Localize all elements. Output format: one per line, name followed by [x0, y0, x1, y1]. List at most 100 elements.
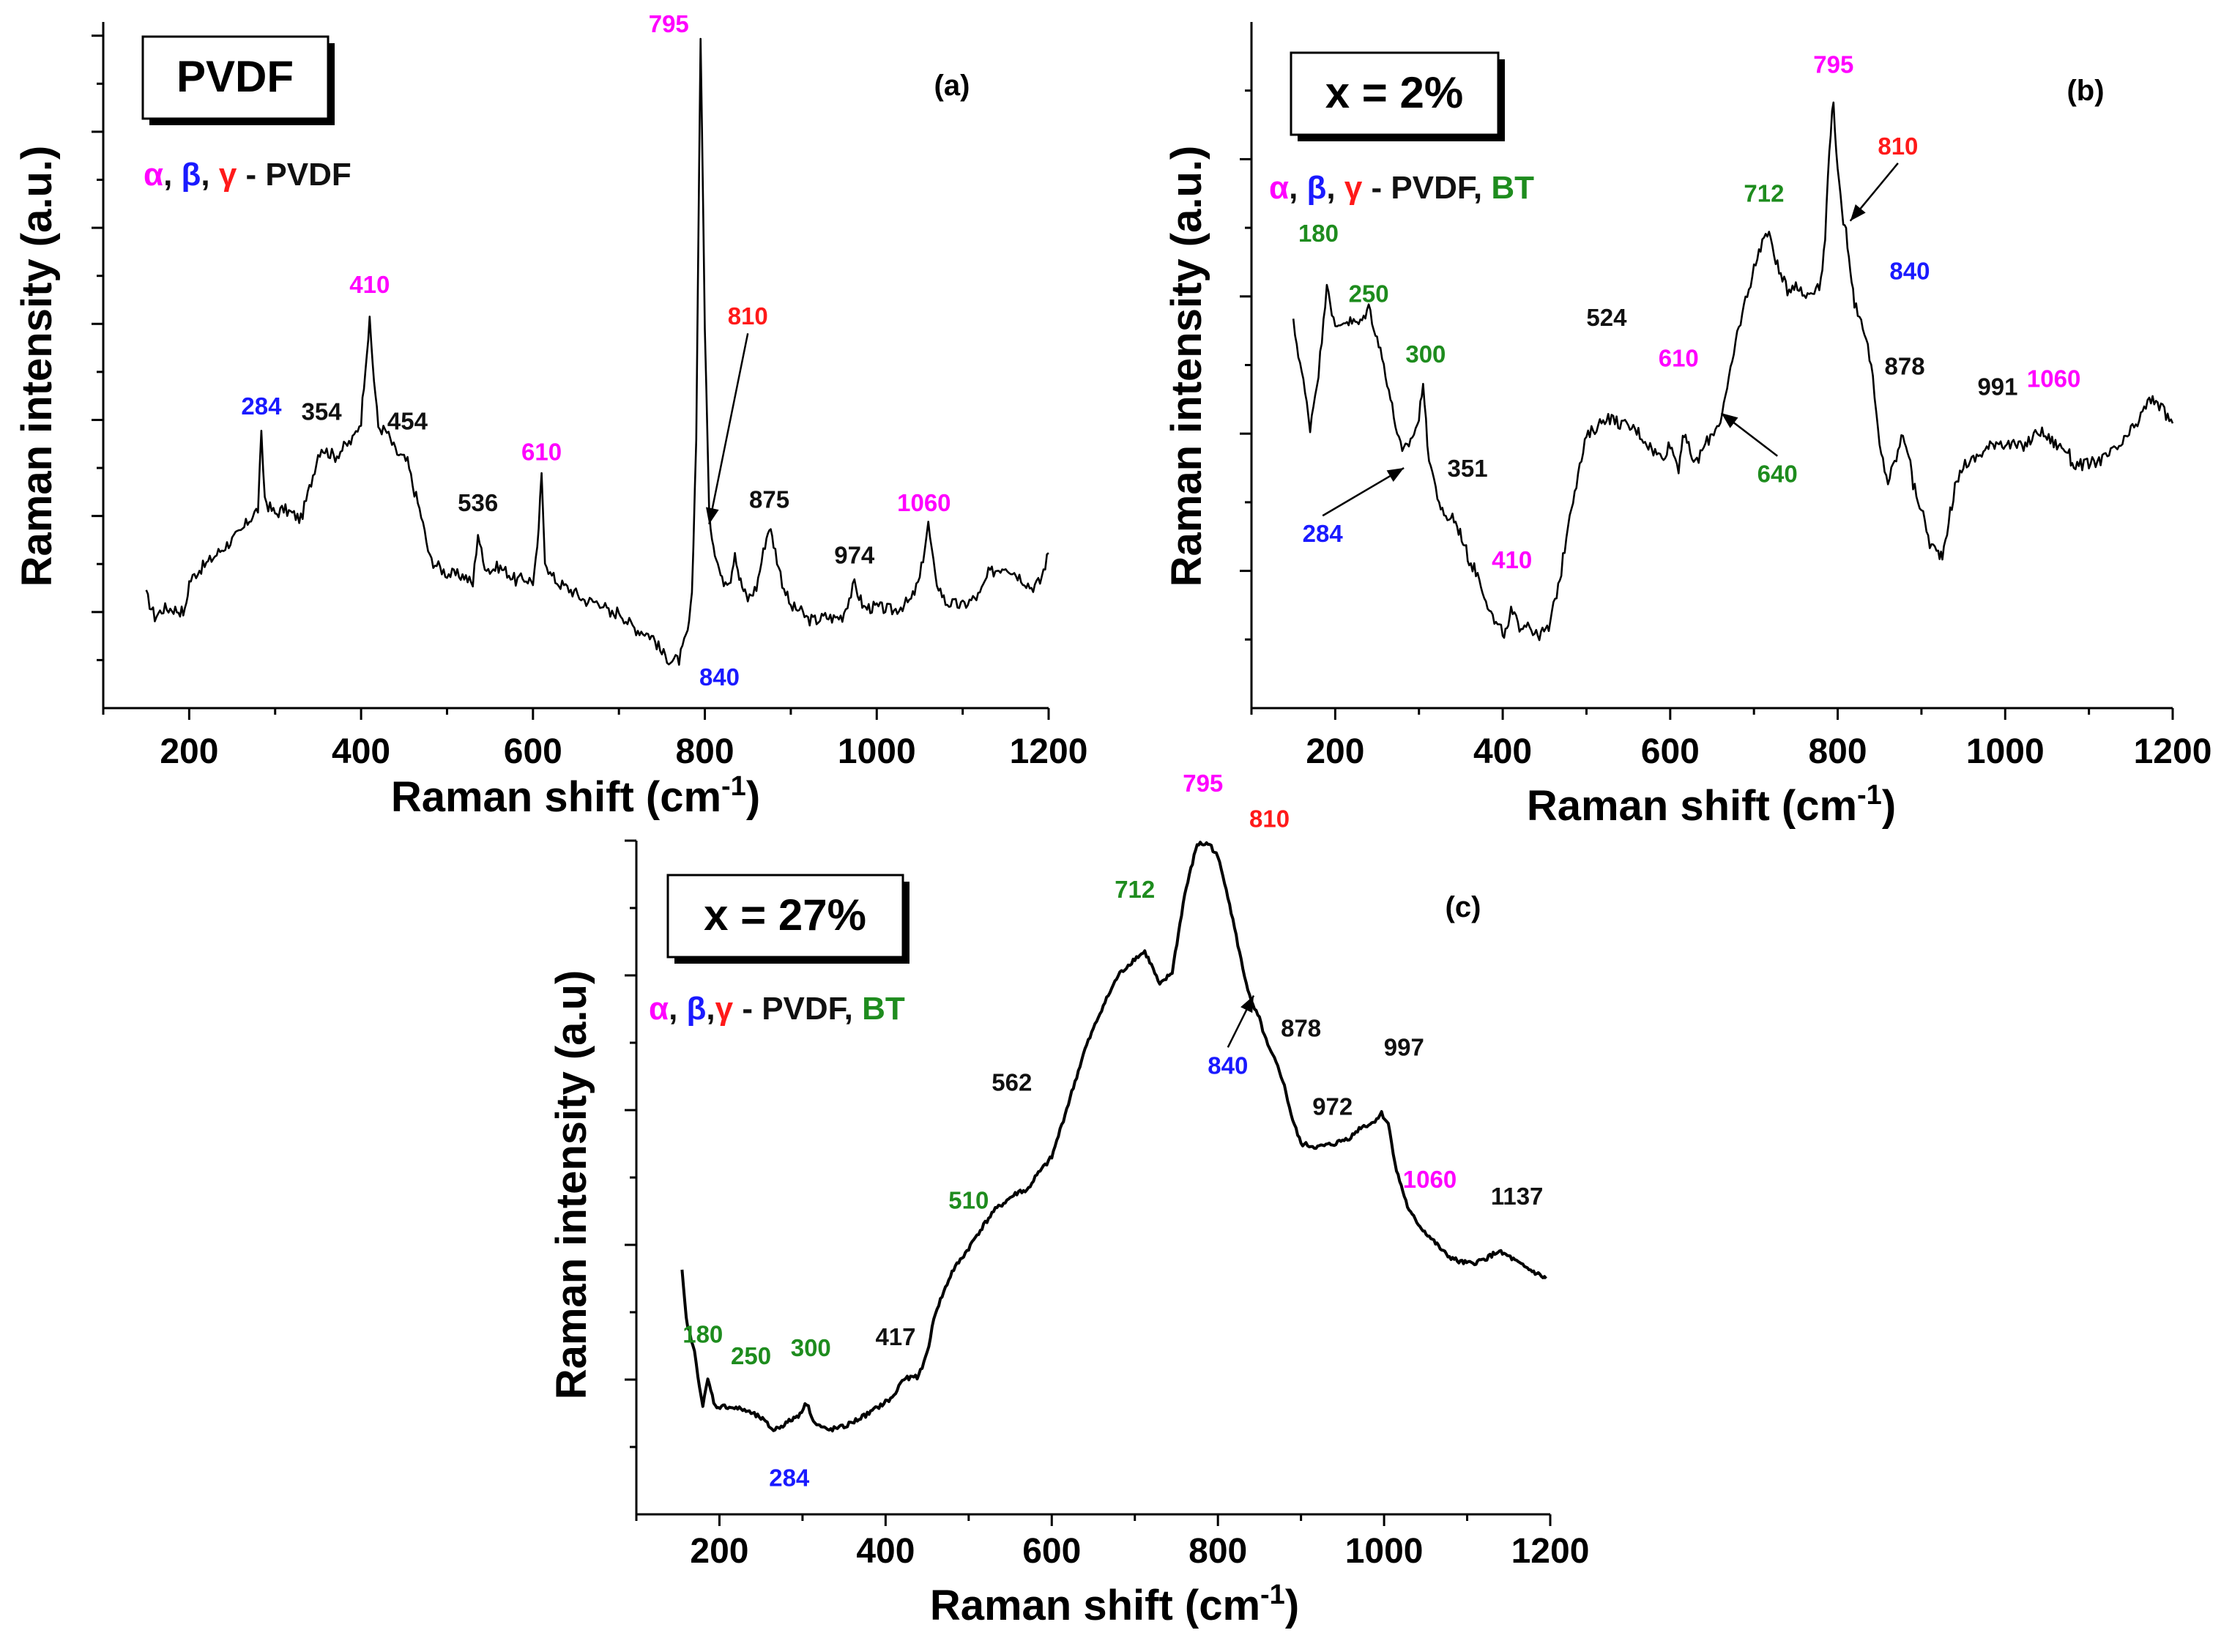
peak-label: 610	[521, 439, 562, 466]
peak-label: 417	[875, 1323, 915, 1350]
x-tick-label: 200	[690, 1532, 748, 1571]
x-axis-title: Raman shift (cm-1)	[930, 1580, 1299, 1629]
peak-label: 878	[1885, 353, 1925, 380]
x-tick-label: 600	[1022, 1532, 1081, 1571]
phase-legend-part: γ	[1344, 170, 1363, 206]
phase-legend-part: - PVDF,	[1362, 170, 1491, 206]
phase-legend-part: ,	[201, 157, 218, 193]
phase-legend-part: ,	[1289, 170, 1306, 206]
phase-legend-part: α	[1269, 170, 1289, 206]
x-tick-label: 400	[332, 732, 390, 771]
phase-legend-part: β	[1307, 170, 1327, 206]
peak-label: 354	[302, 398, 343, 425]
panel-tag: (b)	[2067, 75, 2104, 107]
x-tick-label: 200	[1306, 732, 1364, 771]
x-tick-label: 1000	[1966, 732, 2045, 771]
x-axis-title-sup: -1	[721, 771, 746, 802]
peak-label: 536	[458, 489, 498, 516]
peak-label: 712	[1115, 876, 1155, 903]
x-tick-label: 1000	[838, 732, 916, 771]
x-tick-label: 800	[675, 732, 734, 771]
peak-label: 810	[1249, 805, 1290, 833]
x-tick-label: 200	[160, 732, 218, 771]
x-axis-title-end: )	[746, 773, 760, 821]
peak-label: 284	[769, 1464, 810, 1491]
peak-label: 562	[992, 1068, 1032, 1095]
annotation-arrowhead	[1721, 413, 1738, 428]
x-tick-label: 800	[1188, 1532, 1247, 1571]
sample-box	[666, 874, 904, 959]
peak-label: 810	[728, 302, 768, 330]
peak-label: 997	[1384, 1033, 1424, 1060]
peak-label: 974	[834, 541, 875, 568]
panel-tag: (c)	[1446, 891, 1481, 923]
peak-label: 972	[1312, 1093, 1353, 1120]
x-tick-label: 400	[856, 1532, 915, 1571]
annotation-arrow	[708, 332, 749, 525]
phase-legend-part: BT	[862, 991, 905, 1027]
peak-label: 810	[1878, 133, 1918, 160]
peak-label: 640	[1757, 461, 1798, 488]
peak-label: 351	[1448, 455, 1488, 482]
peak-label: 1060	[897, 489, 951, 516]
panel-tag: (a)	[934, 70, 970, 102]
x-tick-label: 1200	[1010, 732, 1088, 771]
peak-label: 991	[1977, 373, 2017, 401]
phase-legend: α, β, γ - PVDF	[144, 157, 351, 193]
phase-legend-part: β	[687, 991, 707, 1027]
peak-label: 840	[1889, 257, 1930, 284]
peak-label: 875	[749, 485, 789, 513]
sample-box	[141, 35, 330, 120]
peak-label: 284	[241, 392, 282, 420]
phase-legend: α, β,γ - PVDF, BT	[649, 991, 905, 1027]
x-tick-label: 1200	[1511, 1532, 1590, 1571]
x-tick-label: 600	[504, 732, 562, 771]
y-axis-title: Raman intensity (a.u)	[548, 970, 595, 1400]
peak-label: 250	[1349, 280, 1389, 307]
phase-legend-part: - PVDF,	[733, 991, 862, 1027]
x-axis-title: Raman shift (cm-1)	[391, 771, 760, 821]
annotation-arrowhead	[1850, 204, 1866, 221]
phase-legend-part: γ	[715, 991, 734, 1027]
peak-label: 300	[1405, 341, 1446, 368]
x-axis-title-main: Raman shift (cm	[1527, 782, 1857, 830]
peak-label: 524	[1586, 304, 1627, 331]
x-axis-title-end: )	[1882, 782, 1896, 830]
peak-label: 454	[387, 408, 428, 435]
peak-label: 610	[1659, 344, 1699, 371]
x-axis-title-main: Raman shift (cm	[391, 773, 721, 821]
spectrum-line	[680, 841, 1547, 1433]
x-axis-title-end: )	[1285, 1582, 1299, 1629]
peak-label: 410	[349, 271, 390, 298]
x-axis-title-main: Raman shift (cm	[930, 1582, 1260, 1629]
phase-legend-part: α	[144, 157, 163, 193]
phase-legend-part: ,	[669, 991, 686, 1027]
phase-legend-part: ,	[163, 157, 181, 193]
phase-legend-part: - PVDF	[237, 157, 351, 193]
x-tick-label: 600	[1641, 732, 1700, 771]
peak-label: 1060	[1403, 1166, 1457, 1193]
peak-label: 795	[649, 10, 689, 37]
phase-legend-part: BT	[1491, 170, 1534, 206]
peak-label: 795	[1183, 770, 1223, 797]
peak-label: 1137	[1491, 1183, 1544, 1210]
peak-label: 712	[1744, 179, 1784, 206]
annotation-arrowhead	[1386, 468, 1405, 482]
peak-label: 284	[1303, 520, 1344, 547]
peak-label: 795	[1813, 51, 1853, 78]
peak-label: 410	[1492, 546, 1532, 573]
phase-legend-part: α	[649, 991, 669, 1027]
spectrum-line	[1292, 101, 2174, 641]
sample-box	[1290, 51, 1500, 136]
x-tick-label: 400	[1473, 732, 1532, 771]
phase-legend-part: ,	[706, 991, 715, 1027]
sample-label: x = 2%	[1325, 68, 1463, 117]
peak-label: 180	[682, 1320, 723, 1347]
peak-label: 180	[1298, 220, 1339, 247]
peak-label: 840	[1208, 1052, 1248, 1079]
x-axis-title-sup: -1	[1857, 780, 1882, 811]
phase-legend-part: β	[182, 157, 201, 193]
